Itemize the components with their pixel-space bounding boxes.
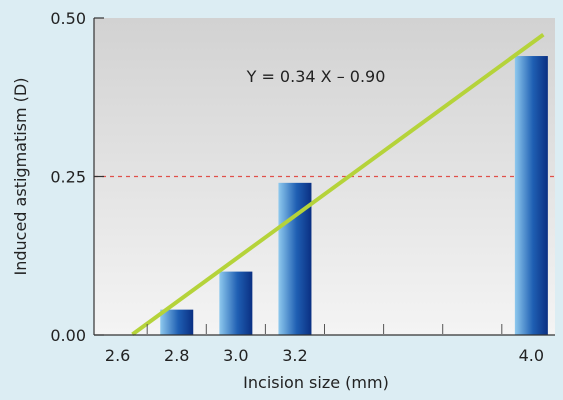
plot-area	[94, 18, 555, 335]
x-tick-label-2.6: 2.6	[105, 346, 130, 365]
y-axis-label: Induced astigmatism (D)	[11, 78, 30, 276]
x-tick-label-2.8: 2.8	[164, 346, 189, 365]
y-tick-label-0.00: 0.00	[50, 326, 86, 345]
y-tick-label-0.25: 0.25	[50, 168, 86, 187]
y-tick-label-0.50: 0.50	[50, 9, 86, 28]
x-tick-label-3.0: 3.0	[223, 346, 248, 365]
bar-3.0	[219, 271, 253, 335]
regression-line	[131, 32, 545, 336]
bar-2.8	[160, 309, 194, 335]
x-tick-label-4.0: 4.0	[519, 346, 544, 365]
bar-4.0	[514, 56, 548, 335]
x-tick-label-3.2: 3.2	[282, 346, 307, 365]
x-axis-label: Incision size (mm)	[243, 373, 389, 392]
regression-equation-label: Y = 0.34 X – 0.90	[246, 67, 386, 86]
